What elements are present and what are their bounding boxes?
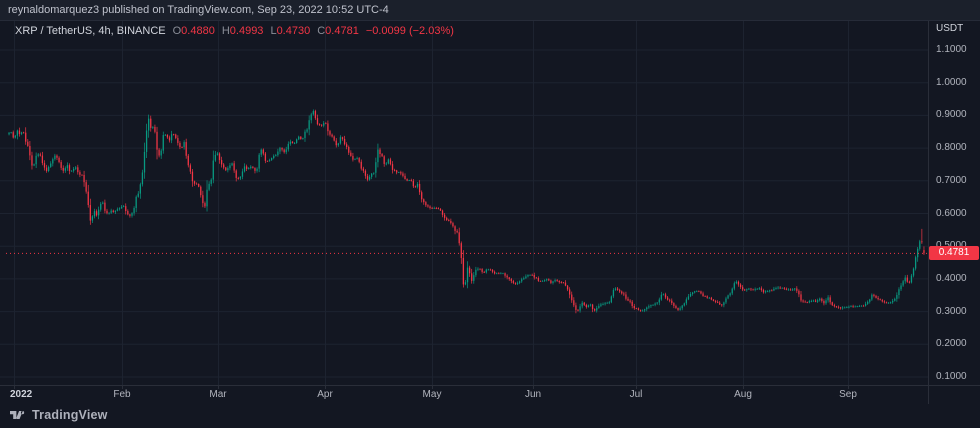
attribution-bar: reynaldomarquez3 published on TradingVie… [0,0,980,21]
brand-text: TradingView [32,408,108,422]
price-tick-label: 0.5000 [936,240,978,252]
time-label-month: Aug [734,389,752,400]
change-value: −0.0099 (−2.03%) [365,25,454,37]
attribution-text: reynaldomarquez3 published on TradingVie… [8,4,389,16]
price-tick-label: 0.8000 [936,142,967,154]
symbol-title: XRP / TetherUS, 4h, BINANCE [15,25,166,37]
price-tick-label: 0.1000 [936,371,967,382]
time-label-month: Apr [317,389,333,400]
last-price-label: 0.4781 [929,246,979,261]
price-tick-label: 0.4000 [936,272,967,284]
price-tick-label: 0.3000 [936,305,967,317]
open-label: O [172,25,182,37]
price-tick-label: 0.9000 [936,109,967,121]
time-label-month: May [422,389,442,400]
close-value: 0.4781 [325,25,359,37]
tradingview-logo-icon [10,411,25,419]
chart-legend[interactable]: XRP / TetherUS, 4h, BINANCE O0.4880 H0.499… [15,25,454,37]
open-value: 0.4880 [181,25,215,37]
price-tick-label: 0.6000 [936,207,967,219]
low-value: 0.4730 [276,25,311,37]
time-label-month: Jun [524,389,542,400]
high-label: H [221,25,230,37]
price-tick-label: 0.2000 [936,338,967,350]
time-label-month: Feb [113,389,131,400]
chart-widget[interactable] [0,21,980,404]
high-value: 0.4993 [229,25,264,37]
time-label-month: Jul [629,389,643,400]
low-label: L [270,25,277,37]
time-label-month: Mar [209,389,227,400]
time-label-year: 2022 [10,389,33,400]
price-axis-unit: USDT [936,23,964,34]
price-tick-label: 1.0000 [936,76,967,88]
time-label-month: Sep [839,389,857,400]
price-tick-label: 1.1000 [936,44,967,55]
footer-brand[interactable]: TradingView [10,406,108,424]
price-tick-label: 0.7000 [936,174,967,186]
close-label: C [317,25,326,37]
